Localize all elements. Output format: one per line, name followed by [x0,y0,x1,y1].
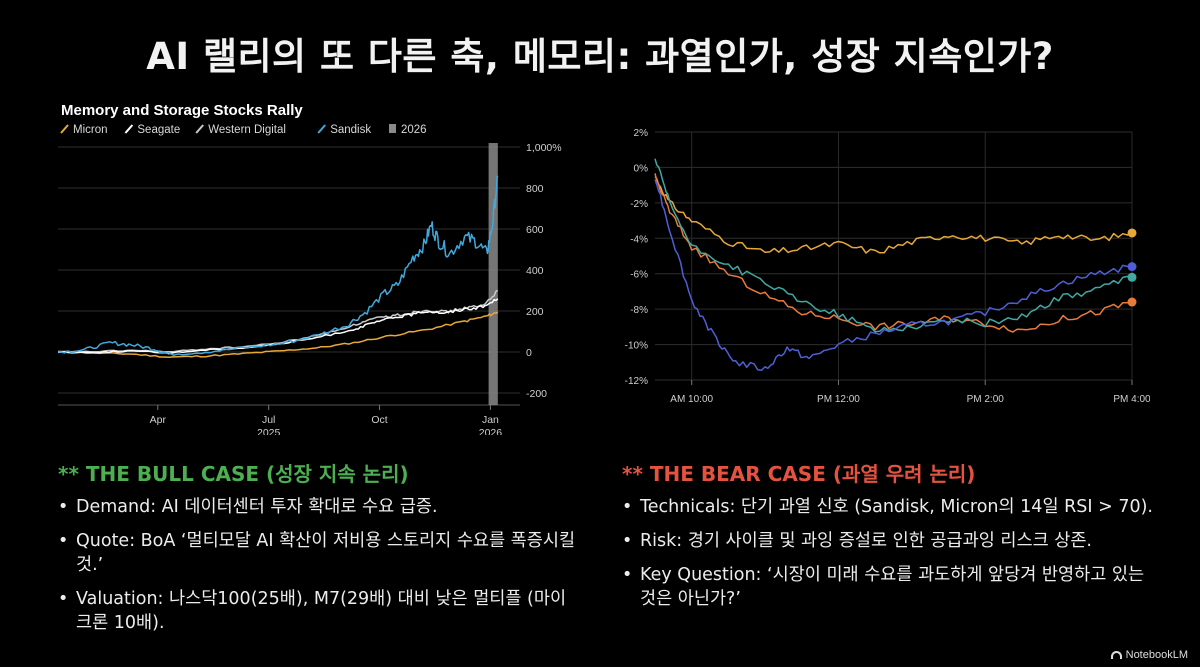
rally-chart: Memory and Storage Stocks Rally Micron Sea… [58,102,562,435]
y-tick-label: -10% [625,341,648,352]
legend-item-sandisk: Sandisk [317,124,371,136]
bull-item-quote: Quote: BoA ‘멀티모달 AI 확산이 저비용 스토리지 수요를 폭증시… [58,529,578,577]
legend-label: Sandisk [330,124,371,136]
page-title: AI 랠리의 또 다른 축, 메모리: 과열인가, 성장 지속인가? [146,35,1054,78]
series-end-marker-4 [1127,262,1137,272]
x-tick-label: PM 2:00 [967,394,1005,405]
bear-item-technicals: Technicals: 단기 과열 신호 (Sandisk, Micron의 1… [622,495,1162,519]
x-tick-label: PM 4:00 [1113,394,1150,405]
series-line-sandisk [58,175,499,356]
bear-item-question: Key Question: ‘시장이 미래 수요를 과도하게 앞당겨 반영하고 … [622,563,1162,611]
legend-swatch [195,124,204,134]
intraday-series-line-2 [654,173,1133,333]
legend-item-western-digital: Western Digital [195,124,286,136]
series-end-marker-1 [1127,228,1137,238]
legend-item-2026: 2026 [389,124,427,136]
series-line-micron [58,311,499,358]
y-tick-label: 0% [634,163,649,174]
bull-case-title: ** THE BULL CASE (성장 지속 논리) [58,462,409,486]
series-end-marker-2 [1127,297,1137,307]
legend-item-seagate: Seagate [124,124,180,136]
y-tick-label: -2% [630,199,648,210]
y-tick-label: 200 [526,306,544,318]
watermark-label: NotebookLM [1125,649,1188,661]
y-tick-label: 400 [526,265,544,277]
intraday-series-line-4 [654,179,1133,372]
y-tick-label: 800 [526,183,544,195]
y-tick-label: 600 [526,224,544,236]
series-line-seagate [58,298,499,355]
y-tick-label: -200 [526,388,547,400]
y-tick-label: 0 [526,347,532,359]
y-tick-label: -12% [625,376,648,387]
bull-item-demand: Demand: AI 데이터센터 투자 확대로 수요 급증. [58,495,578,519]
chart-title: Memory and Storage Stocks Rally [61,102,303,119]
legend-item-micron: Micron [60,124,108,136]
x-tick-label: Jul [262,414,275,426]
intraday-chart: 2% 0% -2% -4% -6% -8% -10% -12% AM 10:00 PM 12:00… [625,128,1150,405]
bull-case-list: Demand: AI 데이터센터 투자 확대로 수요 급증. Quote: Bo… [58,495,578,645]
y-tick-label: 1,000% [526,142,562,154]
intraday-series-line-1 [654,176,1133,254]
legend-label: 2026 [401,124,427,136]
y-tick-label: -4% [630,234,648,245]
x-tick-label: AM 10:00 [670,394,713,405]
y-tick-label: 2% [634,128,649,139]
legend-label: Western Digital [208,124,286,136]
bear-case-list: Technicals: 단기 과열 신호 (Sandisk, Micron의 1… [622,495,1162,621]
y-tick-label: -8% [630,305,648,316]
shade-2026 [488,143,498,405]
bull-item-valuation: Valuation: 나스닥100(25배), M7(29배) 대비 낮은 멀티… [58,587,578,635]
series-line-western-digital [58,289,499,353]
legend-swatch [317,124,326,134]
bear-case-title: ** THE BEAR CASE (과열 우려 논리) [622,462,976,486]
watermark: NotebookLM [1110,649,1188,661]
x-tick-label: Oct [371,414,387,426]
x-tick-label: Jan [482,414,499,426]
legend-swatch [60,124,69,134]
x-tick-label: Apr [150,414,167,426]
x-tick-label: PM 12:00 [817,394,860,405]
intraday-series-line-3 [654,158,1133,333]
legend-label: Seagate [137,124,180,136]
notebooklm-icon [1110,651,1122,659]
bear-item-risk: Risk: 경기 사이클 및 과잉 증설로 인한 공급과잉 리스크 상존. [622,529,1162,553]
legend-swatch [124,124,134,134]
legend-label: Micron [73,124,108,136]
legend-swatch [389,124,396,133]
x-tick-sublabel: 2025 [257,427,281,435]
y-tick-label: -6% [630,270,648,281]
x-tick-sublabel: 2026 [479,427,503,435]
series-end-marker-3 [1127,272,1137,282]
